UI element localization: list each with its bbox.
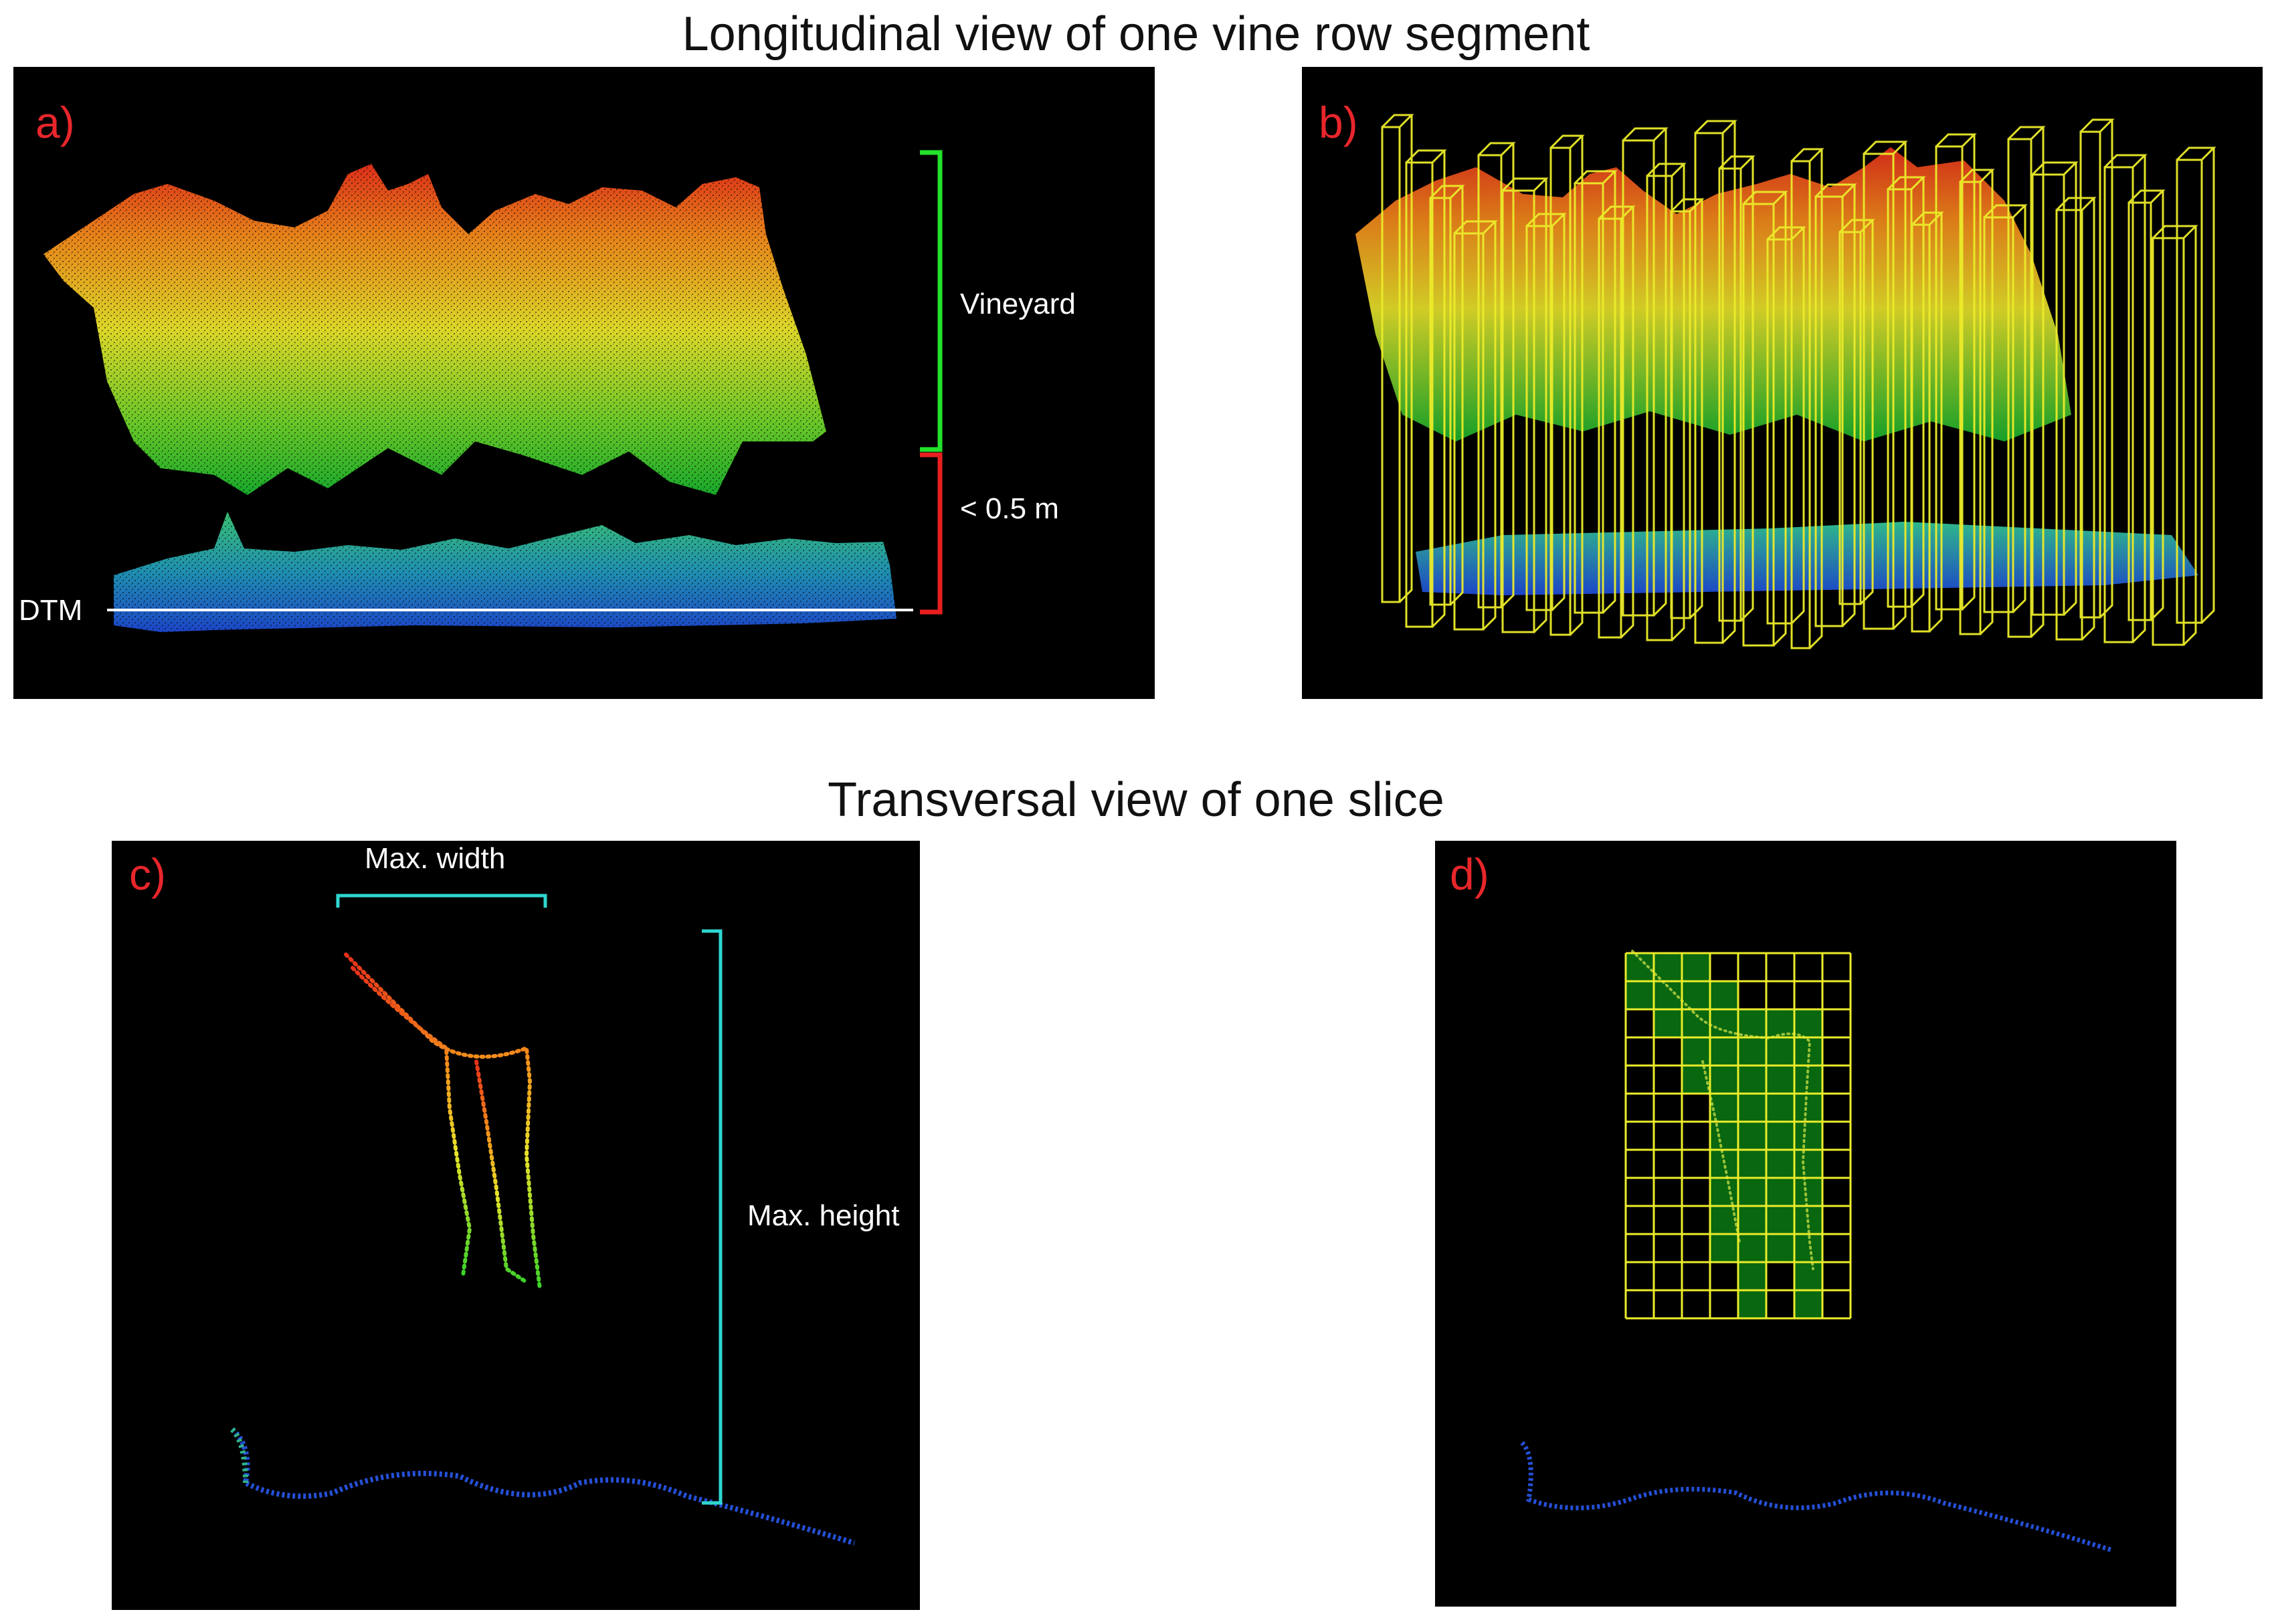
panel-a-label: a) — [35, 98, 75, 147]
occupied-voxel — [1738, 1262, 1766, 1290]
title-transversal: Transversal view of one slice — [828, 773, 1444, 827]
voxel-box — [1959, 169, 1995, 635]
occupied-voxel — [1738, 1178, 1766, 1206]
voxel-box — [2031, 161, 2079, 616]
occupied-voxel — [1682, 1037, 1710, 1065]
occupied-voxel — [1710, 1009, 1738, 1037]
voxel-box — [2007, 126, 2046, 638]
occupied-voxel — [1766, 1094, 1794, 1122]
occupied-voxel — [1794, 1262, 1822, 1290]
voxel-box — [1622, 127, 1669, 617]
threshold-bracket — [920, 452, 943, 615]
occupied-voxel — [1794, 1290, 1822, 1318]
max-width-label: Max. width — [365, 842, 506, 875]
occupied-voxel — [1766, 1065, 1794, 1094]
voxel-box — [1790, 148, 1824, 649]
occupied-voxel — [1766, 1206, 1794, 1234]
occupied-voxel — [1738, 1206, 1766, 1234]
voxel-box — [1814, 183, 1857, 627]
voxel-box — [2127, 189, 2166, 621]
voxel-box — [1718, 155, 1756, 622]
vine-slice — [344, 952, 542, 1291]
occupied-voxel — [1794, 1150, 1822, 1178]
panel-c-label: c) — [129, 849, 166, 899]
panel-a-pointcloud — [43, 150, 943, 632]
voxel-box — [1381, 114, 1414, 603]
occupied-voxel — [1766, 1234, 1794, 1262]
occupied-voxel — [1794, 1009, 1822, 1037]
occupied-voxel — [1738, 1150, 1766, 1178]
occupied-voxel — [1710, 1065, 1738, 1094]
occupied-voxel — [1738, 1037, 1766, 1065]
voxel-box — [1453, 220, 1498, 631]
vineyard-label: Vineyard — [960, 288, 1076, 320]
panel-b-label: b) — [1319, 98, 1358, 147]
panel-d: d) — [1435, 841, 2176, 1607]
occupied-voxel — [1710, 1234, 1738, 1262]
occupied-voxel — [1794, 1234, 1822, 1262]
occupied-voxel — [1710, 1122, 1738, 1150]
occupied-voxel — [1738, 1065, 1766, 1094]
ground-slice-d — [1520, 1441, 2112, 1552]
voxel-box — [1983, 204, 2028, 613]
occupied-voxel — [1710, 1094, 1738, 1122]
occupied-voxel — [1738, 1094, 1766, 1122]
occupied-voxel — [1738, 1234, 1766, 1262]
panel-b: b) — [1302, 67, 2263, 699]
occupied-voxel — [1738, 1009, 1766, 1037]
occupied-voxel — [1710, 1037, 1738, 1065]
voxel-box — [2103, 154, 2148, 643]
occupied-voxel — [1710, 1178, 1738, 1206]
panel-b-voxels — [1355, 114, 2216, 649]
occupied-voxel — [1738, 1122, 1766, 1150]
voxel-box — [1646, 163, 1687, 641]
voxel-box — [1694, 120, 1737, 644]
dtm-label: DTM — [19, 594, 83, 627]
occupied-voxel — [1766, 1150, 1794, 1178]
occupied-voxel — [1766, 1122, 1794, 1150]
voxel-box — [1405, 149, 1447, 628]
voxel-box — [1935, 133, 1977, 611]
panel-d-grid — [1520, 950, 2112, 1552]
panel-a: a) Vineyard < 0.5 m DTM — [13, 67, 1155, 699]
occupied-voxel — [1766, 1178, 1794, 1206]
occupied-voxel — [1710, 981, 1738, 1009]
ground-points-b — [1416, 522, 2198, 595]
occupied-voxel — [1794, 1122, 1822, 1150]
panel-c-slice — [230, 894, 856, 1546]
voxel-box — [1549, 134, 1585, 636]
voxel-grid — [1624, 952, 1852, 1320]
voxel-box — [1501, 177, 1549, 633]
voxel-box — [2152, 225, 2198, 646]
voxel-box — [2176, 146, 2216, 624]
voxel-boxes — [1381, 114, 2216, 649]
occupied-voxel — [1794, 1178, 1822, 1206]
panel-c: c) Max. width Max. height — [112, 841, 920, 1610]
occupied-voxel — [1710, 1150, 1738, 1178]
occupied-voxel — [1682, 1065, 1710, 1094]
voxel-box — [1742, 191, 1788, 647]
occupied-voxel — [1794, 1094, 1822, 1122]
voxel-box — [1477, 142, 1516, 609]
max-width-bracket — [336, 894, 547, 908]
ground-slice — [230, 1427, 856, 1546]
voxel-box — [1574, 170, 1618, 614]
panel-d-label: d) — [1450, 849, 1489, 899]
voxel-box — [1863, 140, 1908, 630]
occupied-cells — [1626, 953, 1822, 1318]
max-height-label: Max. height — [747, 1199, 900, 1232]
occupied-voxel — [1626, 981, 1654, 1009]
occupied-voxel — [1738, 1290, 1766, 1318]
max-height-bracket — [702, 929, 723, 1505]
occupied-voxel — [1654, 1009, 1682, 1037]
title-longitudinal: Longitudinal view of one vine row segmen… — [682, 7, 1590, 61]
occupied-voxel — [1766, 1037, 1794, 1065]
occupied-voxel — [1682, 953, 1710, 981]
threshold-label: < 0.5 m — [960, 492, 1059, 525]
vineyard-bracket — [920, 150, 943, 452]
